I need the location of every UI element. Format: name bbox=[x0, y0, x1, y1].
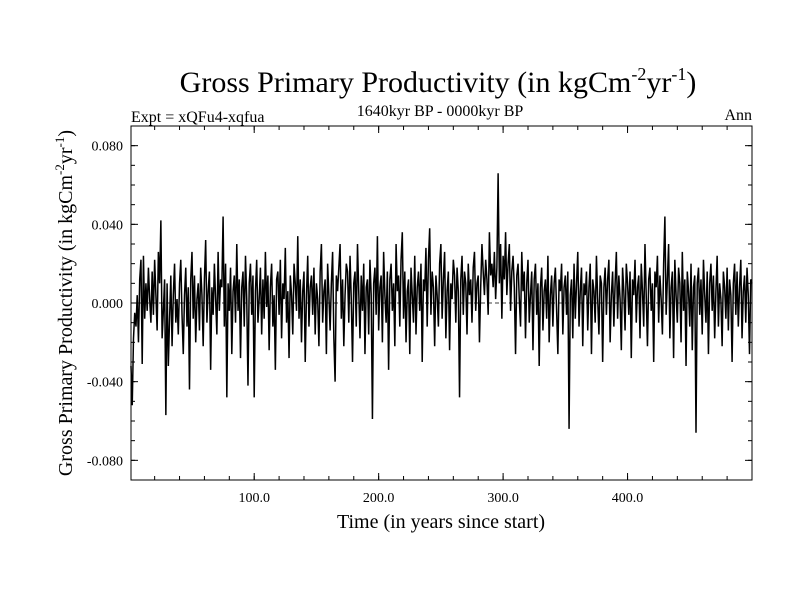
y-axis-label-exp1: -2 bbox=[52, 164, 67, 175]
y-tick-label: 0.040 bbox=[92, 218, 124, 233]
y-axis-label-mid: yr bbox=[55, 147, 77, 164]
x-tick-label: 100.0 bbox=[238, 491, 270, 506]
y-axis-label-exp2: -1 bbox=[52, 137, 67, 148]
season-label: Ann bbox=[724, 107, 752, 124]
y-tick-label: -0.040 bbox=[87, 376, 123, 391]
x-tick-label: 300.0 bbox=[487, 491, 519, 506]
series-line-gpp bbox=[130, 173, 753, 433]
y-axis-label-end: ) bbox=[55, 130, 77, 137]
expt-label: Expt = xQFu4-xqfua bbox=[131, 109, 264, 126]
axis-ticks: -0.080 -0.040 0.000 0.040 0.080 100.0 200.0 300… bbox=[87, 126, 752, 506]
y-axis-label-main: Gross Primary Productivity (in kgCm bbox=[55, 175, 77, 477]
chart-title-main: Gross Primary Productivity (in kgCm bbox=[180, 66, 632, 99]
y-tick-label: 0.080 bbox=[92, 140, 124, 155]
period-label: 1640kyr BP - 0000kyr BP bbox=[357, 103, 524, 120]
y-axis-label: Gross Primary Productivity (in kgCm-2yr-… bbox=[52, 130, 77, 476]
chart-title-exp2: -1 bbox=[671, 64, 686, 84]
x-tick-label: 400.0 bbox=[612, 491, 644, 506]
x-axis-label: Time (in years since start) bbox=[337, 511, 545, 533]
chart-title-exp1: -2 bbox=[631, 64, 646, 84]
y-tick-label: 0.000 bbox=[92, 297, 124, 312]
chart-title-end: ) bbox=[686, 66, 696, 99]
x-tick-label: 200.0 bbox=[363, 491, 395, 506]
chart-title: Gross Primary Productivity (in kgCm-2yr-… bbox=[180, 64, 697, 99]
y-tick-label: -0.080 bbox=[87, 454, 123, 469]
chart-title-mid: yr bbox=[646, 66, 671, 99]
